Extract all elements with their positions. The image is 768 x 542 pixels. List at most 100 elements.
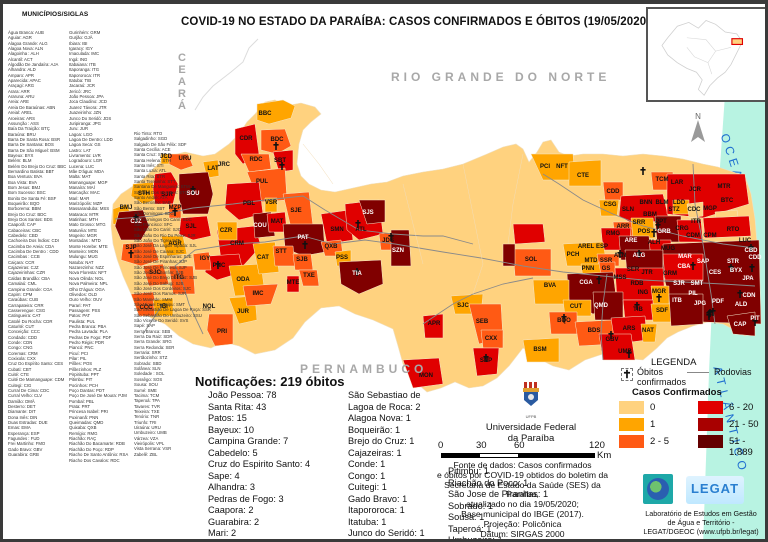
municipality-code: ATL [355,227,367,233]
sidebar-entry: Riachão Do Poço: RDP [69,446,114,452]
legend-swatch [698,401,723,414]
notification-entry: Patos: 15 [208,413,247,423]
municipality-code: CXX [485,336,497,342]
notification-entry: João Pessoa: 78 [208,390,277,400]
municipality-code: CGA [579,280,593,286]
sidebar-entry: Pocinhos: PCH [69,382,99,388]
notification-entry: Pitimbu: 1 [448,466,489,476]
sidebar-entry: Alagoinha : ALH [8,51,39,57]
sidebar-entry: Barra De São Miguel: BSM [8,147,60,153]
sidebar-entry: Pilar: PIL [69,355,87,361]
sidebar-entry: Solânea: SLN [134,366,161,372]
ufpb-logo-icon [523,382,539,406]
sidebar-entry: Esperança: ESP [8,430,40,436]
sidebar-entry: Tavares: TVR [134,403,160,409]
source-line: Secretaria de Estado da Saúde (SES) da P… [444,479,601,500]
municipality-code: COU [253,223,266,229]
sidebar-entry: Santa Rita: STR [134,173,166,179]
legend-swatch [698,435,723,448]
municipality-code: CRG [675,226,689,232]
municipality-code: ITG [174,275,184,281]
municipality-code: CRM [230,241,244,247]
municipality-code: CPM [703,233,716,239]
sidebar-entry: Frei Martinho: FMO [8,441,46,447]
municipal-borders [302,143,524,295]
sidebar-entry: Casserengue: CSG [8,307,46,313]
sidebar-entry: Mato Grosso: MTG [69,222,106,228]
sidebar-entry: Serra Branca: SEB [134,328,171,334]
sidebar-entry: São João Do Cariri: SJC [134,227,181,233]
sidebar-entry: Itaporanga: ITG [69,67,100,73]
municipality-code: QMD [594,303,609,309]
ufpb-block: UFPB Universidade Federal da Paraíba [481,382,581,444]
municipality-code: PAT [297,235,308,241]
sidebar-entry: Mogeiro: MGR [69,233,97,239]
source-line: Datum: SIRGAS 2000 [480,528,565,539]
sidebar-entry: Assunção : ASS [8,120,39,126]
paraiba-choropleth-map: BBC CDR BDC RDC SBT JRC JCD URU LAT STH SJR SOU PUL P… [110,38,762,393]
sidebar-column-3: Rio Tinto: RTO Salgadinho: SGD Salgado De … [134,131,211,457]
university-name-line2: da Paraíba [507,433,555,444]
sidebar-entry: Curral Velho: CLV [8,393,43,399]
municipality-code: SJL [185,224,196,230]
sidebar-entry: Diamante: DIT [8,409,36,415]
notifications-column-3: Pitimbu: 1 Riachão do Poco: 1 São Jose de … [448,390,549,539]
sidebar-entry: Massaranduba: MSS [69,206,110,212]
municipality-code: SJC [149,270,161,276]
sidebar-entry: Santa Inês: STI [134,163,164,169]
municipality-code: JRC [218,162,231,168]
sidebar-entry: Caraúbas: CUB [8,297,39,303]
legend-class-label: 6 - 20 [729,402,754,413]
municipality-code: MAR [678,254,692,260]
municipality-code: TIB [633,307,643,313]
municipality-code: ITB [672,298,682,304]
sidebar-entry: Cabedelo: CBD [8,233,38,239]
sidebar-entry: Sertãozinho: STZ [134,355,168,361]
data-source-notes: Fonte de dados: Casos confirmados e óbito… [435,460,610,539]
notification-entry: Alagoa Nova: 1 [348,413,411,423]
sidebar-entry: Ouro Velho: OUV [69,297,103,303]
notification-entry: Mari: 2 [208,528,237,538]
municipality-code: ALH [648,240,660,246]
sidebar-entry: Santa Cruz: STC [134,152,167,158]
municipality-code: CDM [686,233,700,239]
municipality-code: CUT [570,304,583,310]
legend-class-label: 1 [650,419,656,430]
municipality-code: CES [709,270,721,276]
sidebar-entry: Cajazeirinhas: CZR [8,270,46,276]
notification-entry: Junco do Seridó: 1 [348,528,425,538]
north-label: N [695,112,701,121]
sidebar-entry: Quixaba: QXB [69,425,97,431]
municipality-code: CJZ [130,219,142,225]
sidebar-entry: Nova Floresta: NFT [69,270,107,276]
municipality-code: PBL [243,201,255,207]
sidebar-entry: Belém: BLM [8,158,32,164]
sidebar-entry: Aguiar: AGR [8,35,32,41]
sidebar-entry: Serra Redonda: SER [134,344,175,350]
sidebar-entry: Vista Serrana: VSR [134,446,172,452]
sidebar-entry: Curral De Cima: CDC [8,388,50,394]
notification-entry: São Jose de Piranhas: 1 [448,489,549,499]
notification-entry: Gado Bravo: 1 [348,493,408,504]
sidebar-entry: Bom Jesus: BMJ [8,184,41,190]
municipality-code: BMJ [120,205,133,211]
municipality-code: SJB [296,257,308,263]
sidebar-entry: Borborema: BBM [8,206,41,212]
sidebar-entry: Vieirópolis: VPL [134,440,165,446]
sidebar-entry: Itabaiana: ITB [69,62,96,68]
municipality-code: NFT [556,164,568,170]
sidebar-entry: Joca Claudino: JCD [69,99,107,105]
legend-deaths-label: Óbitos confirmados [637,367,686,387]
legend-swatch [698,418,723,431]
municipality-code: ALN [614,253,626,259]
sidebar-entry: Taperoá: TPA [134,398,160,404]
municipality-code: QXB [324,244,338,250]
sidebar-entry: Jericó: JRC [69,88,92,94]
sidebar-entry: Mulungu: MUG [69,254,98,260]
source-line: e óbitos por COVID-19 obtidos do boletim… [436,469,608,480]
notification-entry: Guarabira: 2 [208,516,260,527]
sidebar-entry: São Francisco: SFC [134,221,173,227]
municipality-code: MTD [585,258,599,264]
sidebar-entry: Lagoa De Dentro: LDD [69,136,113,142]
